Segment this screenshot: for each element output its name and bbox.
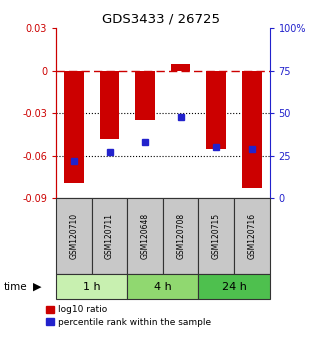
Bar (234, 198, 270, 274)
Bar (100, 71, 119, 139)
Text: GSM120710: GSM120710 (69, 213, 78, 259)
Text: 4 h: 4 h (154, 282, 172, 292)
Bar (135, 71, 155, 120)
Bar (206, 71, 226, 149)
Text: GDS3433 / 26725: GDS3433 / 26725 (101, 12, 220, 25)
Bar (92, 198, 127, 274)
Bar (198, 274, 270, 299)
Bar (127, 274, 198, 299)
Bar (171, 64, 190, 71)
Text: GSM120715: GSM120715 (212, 213, 221, 259)
Text: 24 h: 24 h (221, 282, 247, 292)
Text: GSM120716: GSM120716 (247, 213, 256, 259)
Bar (56, 274, 127, 299)
Bar (64, 71, 84, 183)
Text: GSM120711: GSM120711 (105, 213, 114, 259)
Bar (127, 198, 163, 274)
Legend: log10 ratio, percentile rank within the sample: log10 ratio, percentile rank within the … (45, 304, 213, 329)
Bar (242, 71, 262, 188)
Text: ▶: ▶ (33, 282, 41, 292)
Text: time: time (3, 282, 27, 292)
Text: GSM120648: GSM120648 (141, 213, 150, 259)
Bar (163, 198, 198, 274)
Text: 1 h: 1 h (83, 282, 100, 292)
Text: GSM120708: GSM120708 (176, 213, 185, 259)
Bar (56, 198, 92, 274)
Bar (198, 198, 234, 274)
